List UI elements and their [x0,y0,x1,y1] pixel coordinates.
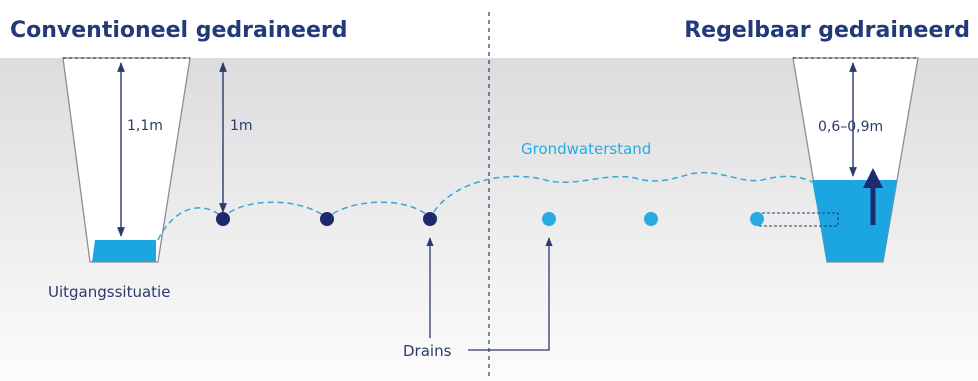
drain-light-3 [750,212,764,226]
drain-light-2 [644,212,658,226]
initial-situation-label: Uitgangssituatie [48,283,170,301]
drains-pointer-right [468,237,553,351]
drains-label: Drains [403,342,452,360]
drain-dark-1 [216,212,230,226]
left-ditch [62,57,191,263]
ditch-depth-left-label: 1,1m [127,118,163,134]
drain-light-1 [542,212,556,226]
left-ditch-water [92,240,156,262]
groundwater-label: Grondwaterstand [521,140,651,158]
drain-depth-left-label: 1m [230,118,253,134]
ditch-depth-right-label: 0,6–0,9m [818,119,883,135]
drain-dark-2 [320,212,334,226]
groundwater-line [157,172,813,241]
right-title: Regelbaar gedraineerd [684,18,970,43]
drain-dark-3 [423,212,437,226]
left-title: Conventioneel gedraineerd [10,18,347,43]
right-ditch-water [812,180,897,262]
